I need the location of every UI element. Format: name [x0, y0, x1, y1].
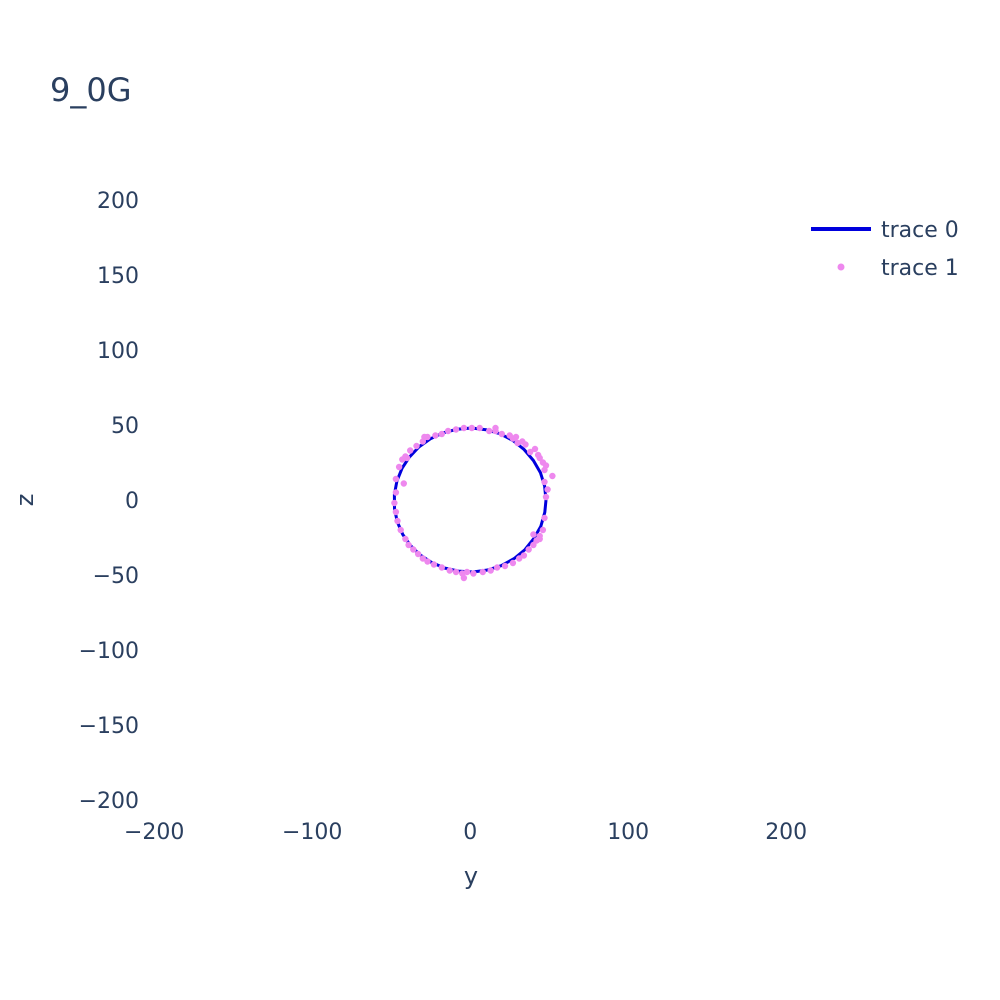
legend-item-trace-0[interactable]: trace 0	[811, 218, 959, 243]
x-tick-label: 200	[765, 820, 807, 845]
scatter-point	[432, 432, 439, 439]
scatter-point	[392, 475, 400, 483]
scatter-point	[424, 558, 431, 565]
scatter-point	[541, 478, 548, 486]
scatter-point	[452, 568, 460, 576]
scatter-point	[392, 508, 400, 516]
scatter-point	[527, 448, 534, 456]
scatter-point	[392, 489, 400, 496]
scatter-point	[405, 541, 412, 549]
scatter-point	[397, 526, 404, 534]
scatter-point	[407, 447, 414, 454]
legend-item-trace-1[interactable]: trace 1	[837, 256, 959, 281]
scatter-point	[539, 526, 547, 534]
scatter-point	[525, 546, 532, 553]
scatter-point	[446, 567, 453, 574]
scatter-point	[452, 426, 460, 433]
scatter-point	[514, 439, 521, 447]
scatter-point	[476, 424, 483, 432]
scatter-point	[430, 561, 438, 568]
scatter-point	[394, 517, 401, 525]
scatter-point	[460, 424, 468, 432]
scatter-point	[509, 559, 517, 567]
y-tick-label: 200	[97, 189, 139, 214]
scatter-point	[516, 555, 523, 562]
scatter-point	[506, 432, 513, 439]
scatter-point	[468, 424, 475, 432]
legend[interactable]: trace 0 trace 1	[811, 218, 959, 281]
scatter-point	[402, 535, 409, 543]
scatter-point	[438, 564, 445, 571]
scatter-point	[530, 541, 537, 549]
x-tick-label: −100	[282, 820, 342, 845]
scatter-point	[470, 570, 477, 577]
scatter-point	[460, 574, 468, 582]
scatter-point	[498, 430, 505, 438]
y-axis-ticks: −200 −150 −100 −50 0 50 100 150 200	[79, 189, 139, 814]
scatter-point	[419, 555, 426, 562]
scatter-point	[549, 472, 556, 480]
scatter-point	[444, 427, 452, 435]
scatter-point	[391, 499, 398, 507]
scatter-point	[501, 562, 509, 570]
scatter-point	[542, 493, 550, 501]
x-axis-title: y	[464, 862, 478, 890]
scatter-point	[536, 535, 543, 543]
scatter-point	[403, 454, 411, 462]
plot-area	[391, 424, 556, 582]
y-tick-label: −200	[79, 789, 139, 814]
scatter-point	[541, 514, 548, 522]
scatter-point	[395, 463, 403, 471]
scatter-point	[493, 564, 501, 571]
scatter-point	[414, 550, 422, 558]
scatter-point	[463, 568, 471, 576]
x-tick-label: 0	[463, 820, 477, 845]
y-tick-label: −100	[79, 639, 139, 664]
scatter-point	[530, 531, 537, 538]
scatter-point	[534, 451, 542, 459]
x-tick-label: 100	[607, 820, 649, 845]
legend-marker-swatch	[837, 263, 845, 271]
legend-label-trace-1: trace 1	[881, 256, 959, 281]
y-tick-label: 0	[125, 489, 139, 514]
scatter-point	[487, 567, 494, 574]
y-tick-label: −50	[93, 564, 139, 589]
scatter-point	[438, 430, 445, 438]
y-tick-label: 50	[111, 414, 139, 439]
x-tick-label: −200	[124, 820, 184, 845]
scatter-point	[492, 424, 499, 432]
scatter-point	[413, 442, 420, 450]
x-axis-ticks: −200 −100 0 100 200	[124, 820, 807, 845]
y-tick-label: −150	[79, 714, 139, 739]
scatter-point	[531, 445, 539, 453]
scatter-point	[479, 568, 486, 576]
scatter-point	[520, 552, 528, 559]
scatter-point	[539, 459, 547, 466]
scatter-point	[400, 480, 407, 487]
series-line-trace-0	[392, 426, 548, 574]
scatter-point	[486, 427, 493, 435]
y-axis-title: z	[11, 494, 39, 507]
scatter-point	[421, 433, 428, 441]
y-tick-label: 150	[97, 264, 139, 289]
y-tick-label: 100	[97, 339, 139, 364]
scatter-point	[544, 486, 551, 493]
scatter-point	[410, 546, 417, 553]
chart-title: 9_0G	[50, 71, 132, 109]
legend-label-trace-0: trace 0	[881, 218, 959, 243]
